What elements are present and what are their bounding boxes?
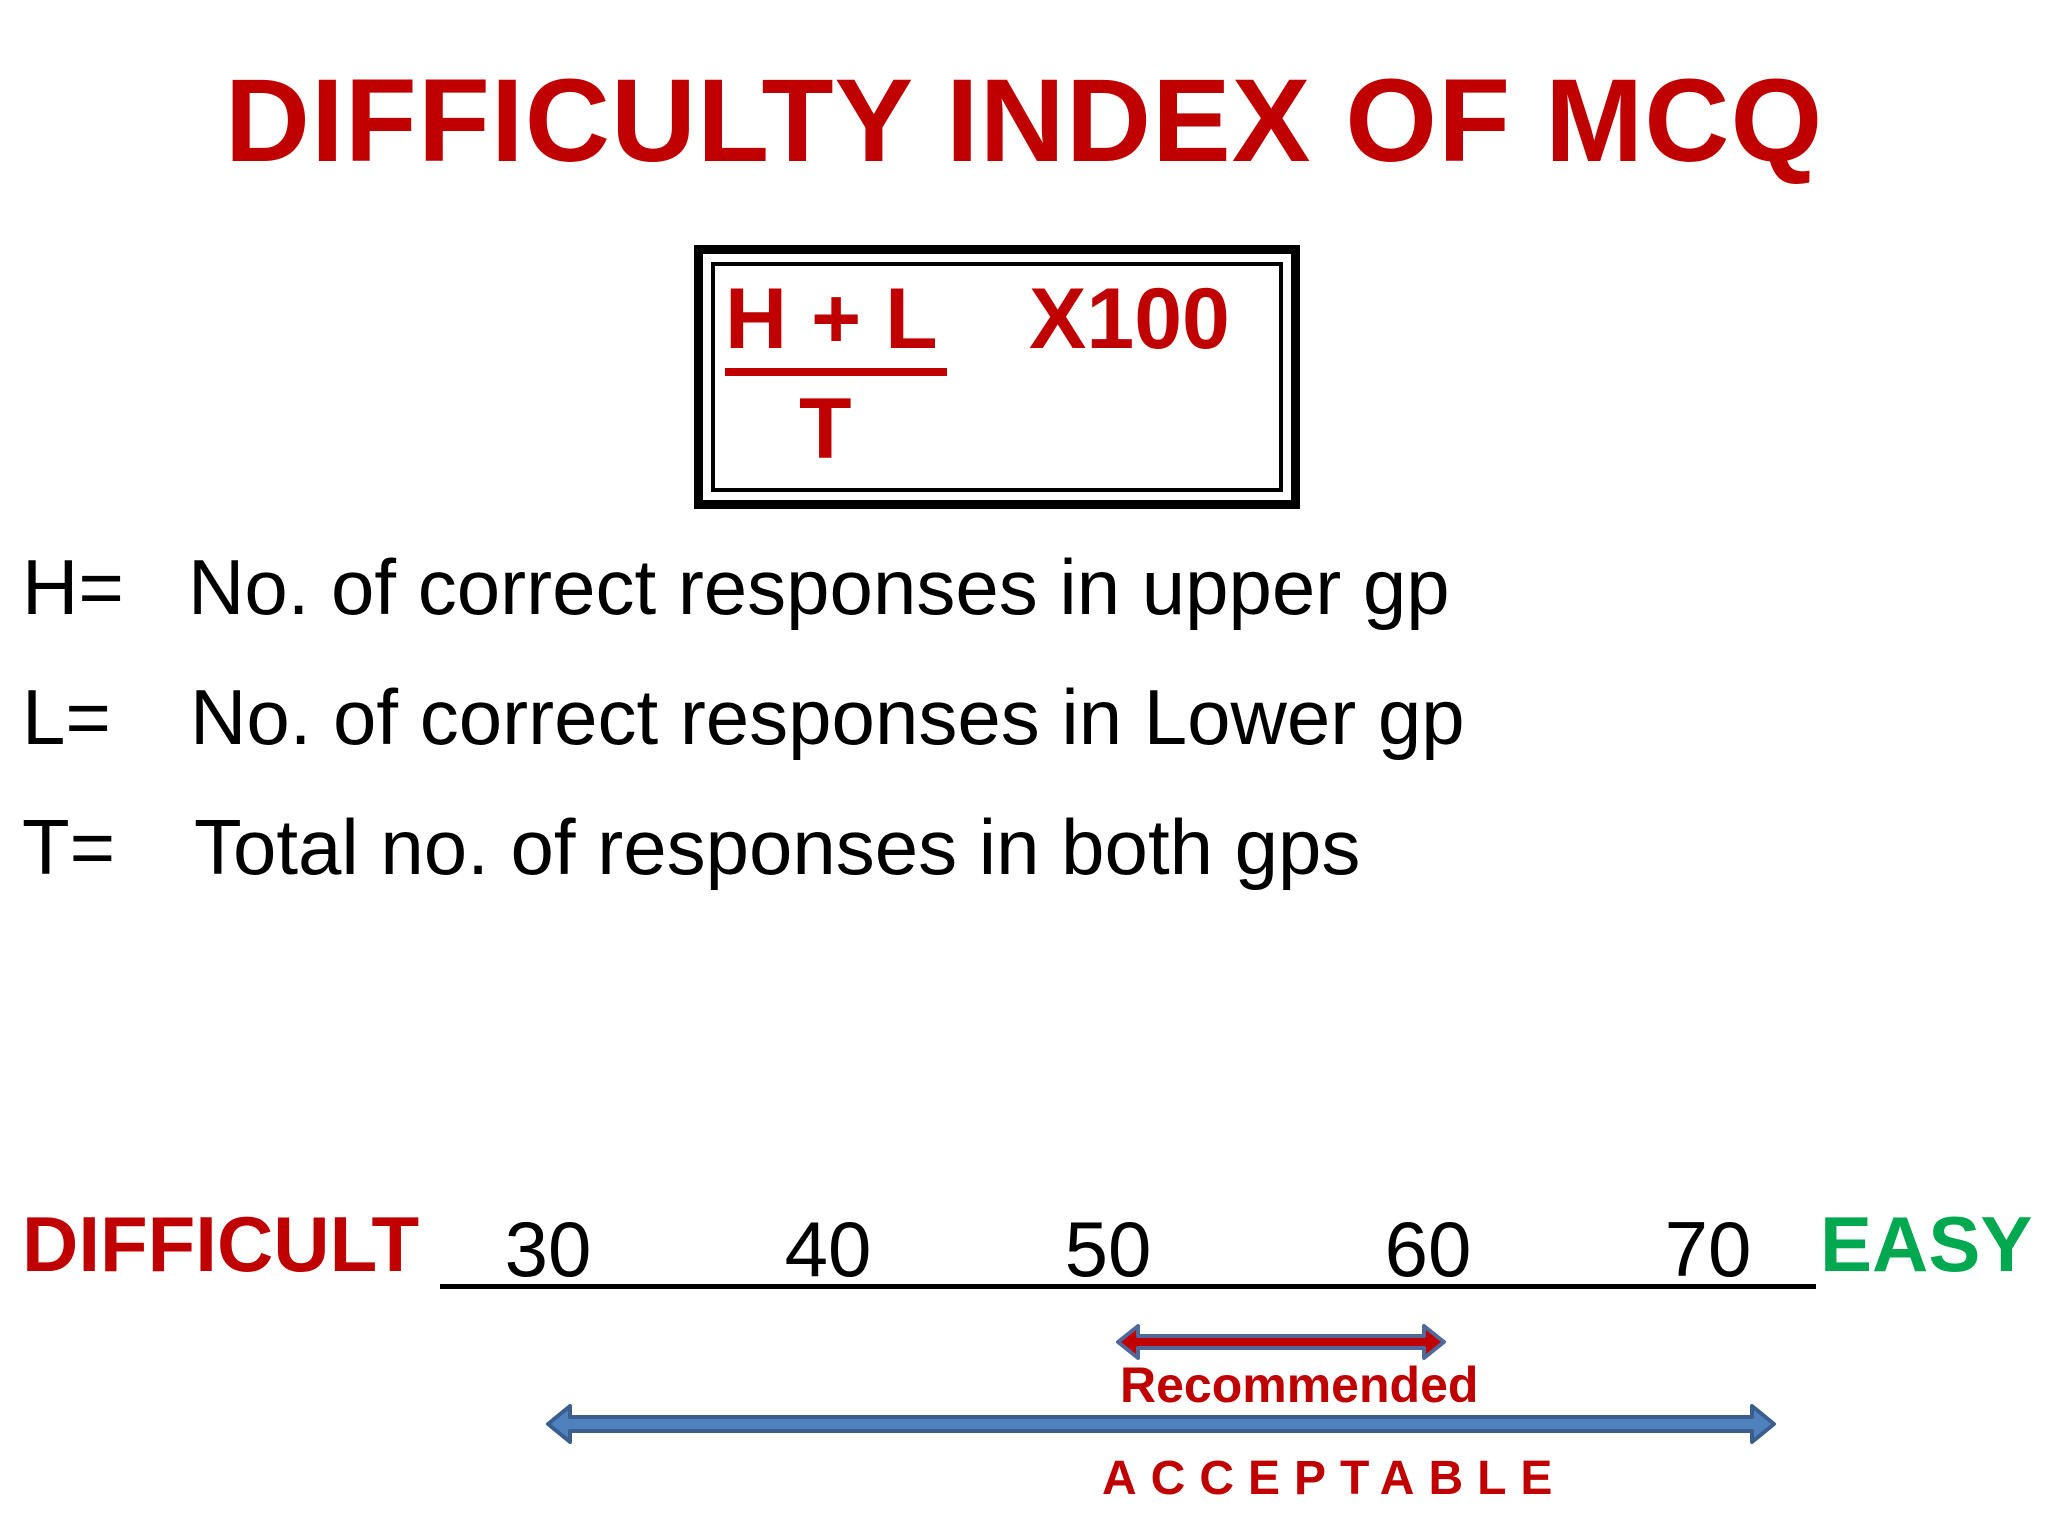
recommended-label: Recommended: [1120, 1357, 1479, 1413]
scale-tick-70: 70: [1664, 1205, 1752, 1293]
scale-tick-60: 60: [1384, 1205, 1472, 1293]
scale-tick-40: 40: [784, 1205, 872, 1293]
recommended-arrow: [1116, 1324, 1446, 1360]
definition-text: No. of correct responses in upper gp: [188, 543, 1450, 631]
scale-line: [440, 1284, 1816, 1289]
fraction-bar: [725, 368, 947, 376]
acceptable-arrow: [546, 1404, 1776, 1444]
scale-tick-30: 30: [504, 1205, 592, 1293]
easy-label: EASY: [1820, 1200, 2033, 1288]
formula-denominator: T: [799, 381, 852, 477]
formula-multiplier: X100: [1029, 271, 1230, 367]
difficult-label: DIFFICULT: [22, 1200, 420, 1288]
formula-box: H + L T X100: [694, 245, 1300, 509]
definition-text: Total no. of responses in both gps: [194, 803, 1361, 891]
definition-variable: L=: [22, 673, 111, 761]
scale-tick-50: 50: [1064, 1205, 1152, 1293]
definition-variable: T=: [22, 803, 116, 891]
formula-numerator: H + L: [725, 271, 938, 367]
definition-text: No. of correct responses in Lower gp: [190, 673, 1465, 761]
page-title: DIFFICULTY INDEX OF MCQ: [224, 55, 1824, 187]
definition-variable: H=: [22, 543, 124, 631]
formula-inner-border: [711, 262, 1283, 492]
acceptable-label: ACCEPTABLE: [1102, 1452, 1567, 1505]
